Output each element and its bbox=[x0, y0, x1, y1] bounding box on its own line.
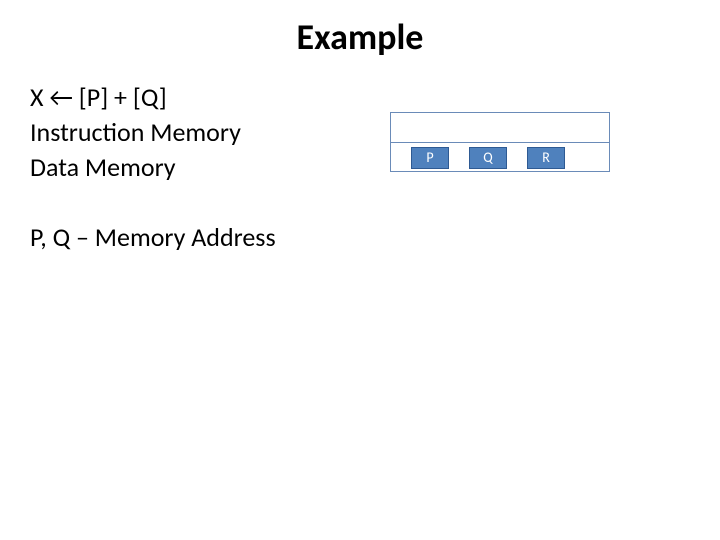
slide: Example X ← [P] + [Q] Instruction Memory… bbox=[0, 0, 720, 540]
instruction-memory-label: Instruction Memory bbox=[30, 115, 241, 150]
expression-line: X ← [P] + [Q] bbox=[30, 80, 167, 115]
data-memory-label: Data Memory bbox=[30, 150, 176, 185]
memory-cells-row: P Q R bbox=[391, 143, 609, 172]
address-note: P, Q – Memory Address bbox=[30, 220, 276, 255]
memory-cell-r: R bbox=[527, 147, 565, 169]
memory-diagram: P Q R bbox=[390, 112, 610, 172]
memory-cell-p: P bbox=[411, 147, 449, 169]
memory-cell-q: Q bbox=[469, 147, 507, 169]
page-title: Example bbox=[0, 18, 720, 58]
